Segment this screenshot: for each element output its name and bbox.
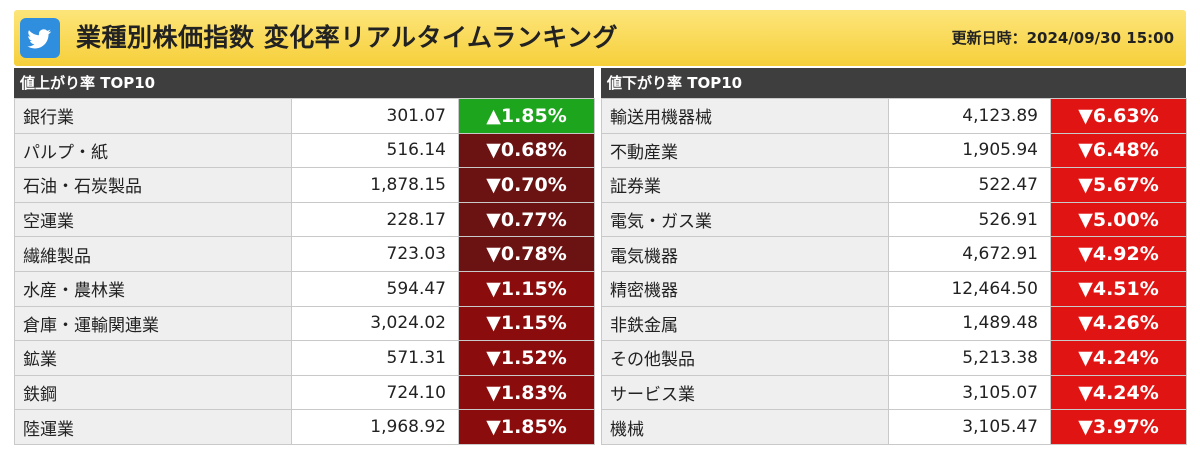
table-row: 機械 3,105.47 ▼3.97% <box>601 409 1187 445</box>
change-badge: ▼1.85% <box>458 409 595 445</box>
table-row: 不動産業 1,905.94 ▼6.48% <box>601 132 1187 169</box>
table-row: 石油・石炭製品 1,878.15 ▼0.70% <box>14 167 595 203</box>
table-row: 証券業 522.47 ▼5.67% <box>601 167 1187 203</box>
change-badge: ▼1.15% <box>458 305 595 342</box>
table-row: 繊維製品 723.03 ▼0.78% <box>14 236 595 272</box>
index-value: 228.17 <box>291 201 459 238</box>
table-row: その他製品 5,213.38 ▼4.24% <box>601 340 1187 376</box>
table-row: 水産・農林業 594.47 ▼1.15% <box>14 270 595 307</box>
sector-name[interactable]: 倉庫・運輸関連業 <box>14 305 292 342</box>
sector-name[interactable]: 水産・農林業 <box>14 270 292 307</box>
index-value: 5,213.38 <box>888 340 1051 376</box>
sector-name[interactable]: パルプ・紙 <box>14 132 292 169</box>
table-row: 精密機器 12,464.50 ▼4.51% <box>601 270 1187 307</box>
losers-table: 輸送用機器械 4,123.89 ▼6.63% 不動産業 1,905.94 ▼6.48% … <box>601 98 1187 445</box>
table-row: パルプ・紙 516.14 ▼0.68% <box>14 132 595 169</box>
index-value: 1,905.94 <box>888 132 1051 169</box>
change-badge: ▼1.15% <box>458 270 595 307</box>
change-badge: ▼0.77% <box>458 201 595 238</box>
change-badge: ▼0.68% <box>458 132 595 169</box>
gainers-heading: 値上がり率 TOP10 <box>14 68 594 98</box>
losers-heading: 値下がり率 TOP10 <box>601 68 1186 98</box>
index-value: 1,489.48 <box>888 305 1051 342</box>
index-value: 3,105.07 <box>888 374 1051 411</box>
sector-name[interactable]: 機械 <box>601 409 889 445</box>
index-value: 4,123.89 <box>888 98 1051 134</box>
change-badge: ▲1.85% <box>458 98 595 134</box>
sector-name[interactable]: 電気機器 <box>601 236 889 272</box>
index-value: 516.14 <box>291 132 459 169</box>
index-value: 522.47 <box>888 167 1051 203</box>
twitter-icon[interactable] <box>20 18 60 58</box>
index-value: 723.03 <box>291 236 459 272</box>
gainers-table: 銀行業 301.07 ▲1.85% パルプ・紙 516.14 ▼0.68% 石油・石炭製… <box>14 98 595 445</box>
index-value: 594.47 <box>291 270 459 307</box>
sector-name[interactable]: 非鉄金属 <box>601 305 889 342</box>
sector-name[interactable]: 陸運業 <box>14 409 292 445</box>
header-bar: 業種別株価指数 変化率リアルタイムランキング 更新日時：2024/09/30 1… <box>14 10 1186 66</box>
change-badge: ▼1.52% <box>458 340 595 376</box>
index-value: 3,024.02 <box>291 305 459 342</box>
index-value: 1,878.15 <box>291 167 459 203</box>
index-value: 4,672.91 <box>888 236 1051 272</box>
index-value: 724.10 <box>291 374 459 411</box>
change-badge: ▼5.67% <box>1050 167 1187 203</box>
table-row: 電気機器 4,672.91 ▼4.92% <box>601 236 1187 272</box>
table-row: 輸送用機器械 4,123.89 ▼6.63% <box>601 98 1187 134</box>
ranking-panel: 業種別株価指数 変化率リアルタイムランキング 更新日時：2024/09/30 1… <box>14 10 1187 450</box>
index-value: 571.31 <box>291 340 459 376</box>
sector-name[interactable]: 石油・石炭製品 <box>14 167 292 203</box>
table-row: 空運業 228.17 ▼0.77% <box>14 201 595 238</box>
sector-name[interactable]: 電気・ガス業 <box>601 201 889 238</box>
sector-name[interactable]: 銀行業 <box>14 98 292 134</box>
sector-name[interactable]: 鉱業 <box>14 340 292 376</box>
change-badge: ▼4.26% <box>1050 305 1187 342</box>
change-badge: ▼4.51% <box>1050 270 1187 307</box>
page-title: 業種別株価指数 変化率リアルタイムランキング <box>76 23 618 52</box>
table-row: 非鉄金属 1,489.48 ▼4.26% <box>601 305 1187 342</box>
updated-timestamp: 更新日時：2024/09/30 15:00 <box>952 10 1174 66</box>
index-value: 301.07 <box>291 98 459 134</box>
index-value: 1,968.92 <box>291 409 459 445</box>
sector-name[interactable]: 証券業 <box>601 167 889 203</box>
change-badge: ▼6.63% <box>1050 98 1187 134</box>
sector-name[interactable]: 不動産業 <box>601 132 889 169</box>
change-badge: ▼1.83% <box>458 374 595 411</box>
index-value: 3,105.47 <box>888 409 1051 445</box>
sector-name[interactable]: 繊維製品 <box>14 236 292 272</box>
change-badge: ▼3.97% <box>1050 409 1187 445</box>
change-badge: ▼5.00% <box>1050 201 1187 238</box>
change-badge: ▼6.48% <box>1050 132 1187 169</box>
sector-name[interactable]: 輸送用機器械 <box>601 98 889 134</box>
table-row: 倉庫・運輸関連業 3,024.02 ▼1.15% <box>14 305 595 342</box>
table-row: 電気・ガス業 526.91 ▼5.00% <box>601 201 1187 238</box>
index-value: 12,464.50 <box>888 270 1051 307</box>
table-row: サービス業 3,105.07 ▼4.24% <box>601 374 1187 411</box>
updated-value: 2024/09/30 15:00 <box>1026 29 1174 47</box>
sector-name[interactable]: 鉄鋼 <box>14 374 292 411</box>
change-badge: ▼4.24% <box>1050 340 1187 376</box>
sector-name[interactable]: 精密機器 <box>601 270 889 307</box>
updated-label: 更新日時： <box>951 29 1027 47</box>
sector-name[interactable]: その他製品 <box>601 340 889 376</box>
change-badge: ▼0.78% <box>458 236 595 272</box>
table-row: 銀行業 301.07 ▲1.85% <box>14 98 595 134</box>
sector-name[interactable]: サービス業 <box>601 374 889 411</box>
change-badge: ▼0.70% <box>458 167 595 203</box>
change-badge: ▼4.24% <box>1050 374 1187 411</box>
table-row: 鉄鋼 724.10 ▼1.83% <box>14 374 595 411</box>
index-value: 526.91 <box>888 201 1051 238</box>
table-row: 陸運業 1,968.92 ▼1.85% <box>14 409 595 445</box>
change-badge: ▼4.92% <box>1050 236 1187 272</box>
table-row: 鉱業 571.31 ▼1.52% <box>14 340 595 376</box>
sector-name[interactable]: 空運業 <box>14 201 292 238</box>
